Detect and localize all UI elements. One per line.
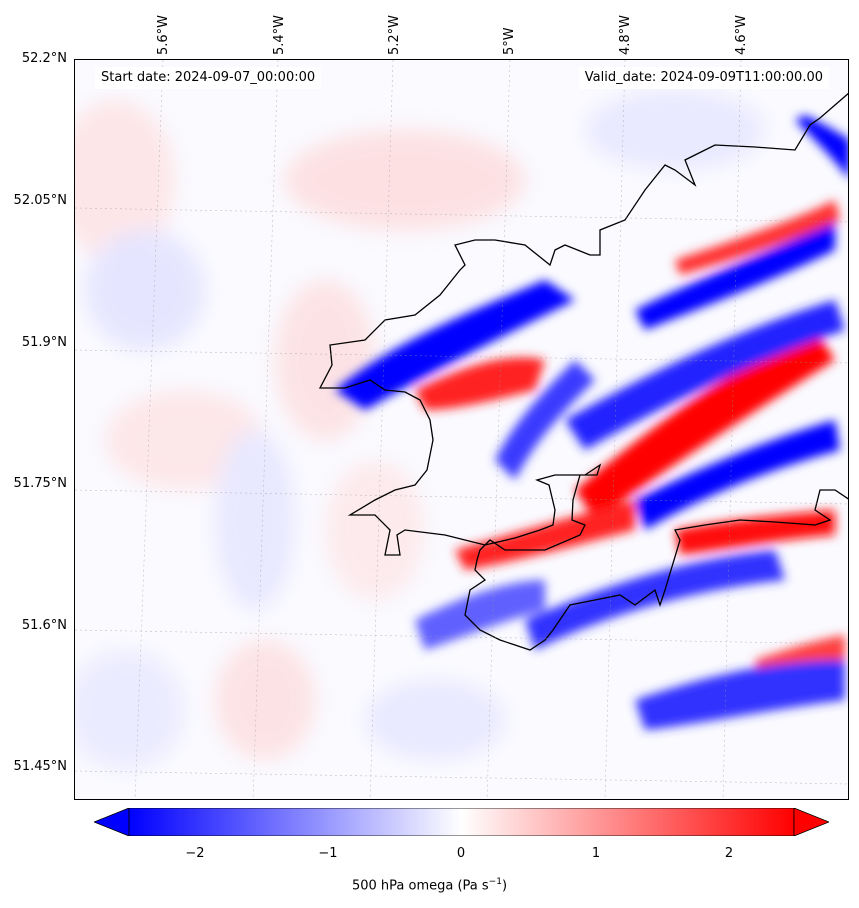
lat-label: 51.9°N (21, 335, 67, 350)
lat-label: 52.2°N (21, 51, 67, 66)
lon-label: 4.8°W (618, 14, 633, 55)
lon-label: 5.6°W (156, 14, 171, 55)
colorbar (94, 808, 829, 836)
colorbar-tick-label: 1 (591, 846, 601, 861)
lon-label: 5.4°W (272, 14, 287, 55)
lon-label: 4.6°W (734, 14, 749, 55)
lat-label: 51.6°N (21, 618, 67, 633)
colorbar-title-exponent: −1 (488, 877, 502, 887)
lat-label: 52.05°N (13, 193, 67, 208)
colorbar-tick-label: −2 (185, 846, 205, 861)
colorbar-ramp (128, 808, 795, 836)
colorbar-title: 500 hPa omega (Pa s−1) (0, 877, 859, 893)
colorbar-title-text: 500 hPa omega (Pa s (351, 878, 489, 894)
omega-field (75, 60, 848, 799)
map-panel (74, 59, 849, 800)
colorbar-tick-label: 0 (456, 846, 466, 861)
colorbar-max-extend (793, 808, 829, 836)
colorbar-title-end: ) (501, 878, 508, 894)
colorbar-tick-label: −1 (318, 846, 338, 861)
colorbar-tick-label: 2 (724, 846, 734, 861)
lon-label: 5.2°W (387, 14, 402, 55)
coastline (318, 92, 848, 651)
gridlines (75, 60, 848, 799)
lat-label: 51.45°N (13, 759, 67, 774)
valid-date-label: Valid_date: 2024-09-09T11:00:00.00 (578, 67, 829, 89)
lat-label: 51.75°N (13, 476, 67, 491)
lon-label: 5°W (502, 27, 517, 55)
colorbar-min-extend (94, 808, 130, 836)
start-date-label: Start date: 2024-09-07_00:00:00 (95, 67, 322, 89)
